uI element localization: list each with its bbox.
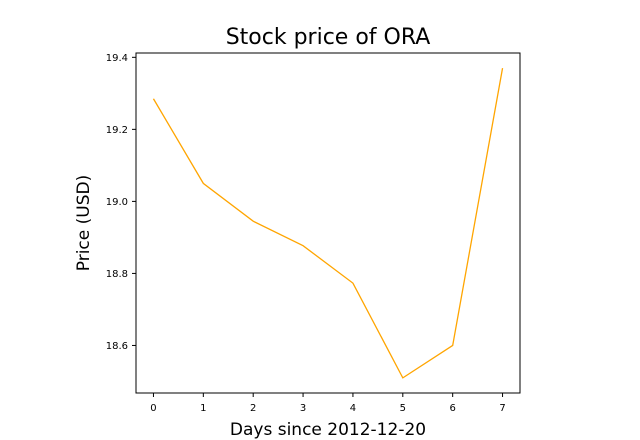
plot-area <box>152 68 504 379</box>
y-tick-label: 18.8 <box>106 269 128 280</box>
x-tick-label: 6 <box>449 403 455 414</box>
x-tick-label: 3 <box>300 403 306 414</box>
x-tick-label: 1 <box>200 403 206 414</box>
x-tick-label: 2 <box>250 403 256 414</box>
y-axis: 18.6 18.8 19.0 19.2 19.4 <box>106 53 136 352</box>
x-axis-label: Days since 2012-12-20 <box>230 420 426 440</box>
x-tick-label: 4 <box>350 403 356 414</box>
x-tick-label: 0 <box>150 403 156 414</box>
x-tick-label: 5 <box>400 403 406 414</box>
y-tick-label: 19.2 <box>106 125 128 136</box>
x-tick-label: 7 <box>499 403 505 414</box>
y-axis-label: Price (USD) <box>74 175 94 271</box>
y-tick-label: 19.0 <box>106 197 128 208</box>
y-tick-label: 18.6 <box>106 341 128 352</box>
axes-frame <box>135 52 521 394</box>
chart-title: Stock price of ORA <box>226 25 431 50</box>
y-tick-label: 19.4 <box>106 53 128 64</box>
series-line-0 <box>152 68 504 379</box>
x-axis: 0 1 2 3 4 5 6 7 <box>150 393 506 414</box>
